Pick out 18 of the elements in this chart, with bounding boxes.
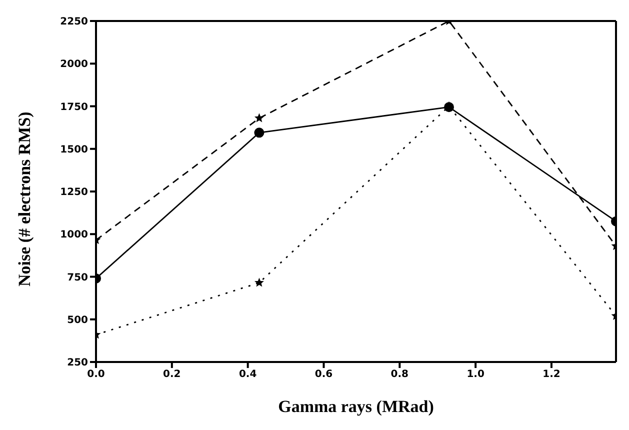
y-tick-label: 1250 — [60, 187, 88, 198]
y-tick-label: 500 — [67, 314, 88, 326]
y-tick-label: 1750 — [60, 102, 88, 113]
x-tick-label: 1.2 — [542, 369, 560, 380]
y-tick-label: 1500 — [60, 144, 88, 156]
y-axis-title: Noise (# electrons RMS) — [15, 112, 34, 286]
y-tick-label: 2000 — [60, 59, 88, 70]
x-tick-label: 0.0 — [87, 369, 105, 380]
y-tick-label: 2250 — [60, 16, 88, 28]
y-tick-label: 750 — [67, 272, 88, 284]
y-tick-label: 1000 — [60, 230, 88, 241]
x-axis-title: Gamma rays (MRad) — [278, 397, 434, 416]
x-tick-label: 1.0 — [466, 369, 484, 380]
x-tick-label: 0.4 — [238, 369, 257, 380]
x-tick-label: 0.6 — [314, 369, 333, 380]
x-tick-label: 0.8 — [390, 369, 409, 380]
y-tick-label: 250 — [67, 358, 88, 369]
x-tick-label: 0.2 — [163, 369, 181, 380]
